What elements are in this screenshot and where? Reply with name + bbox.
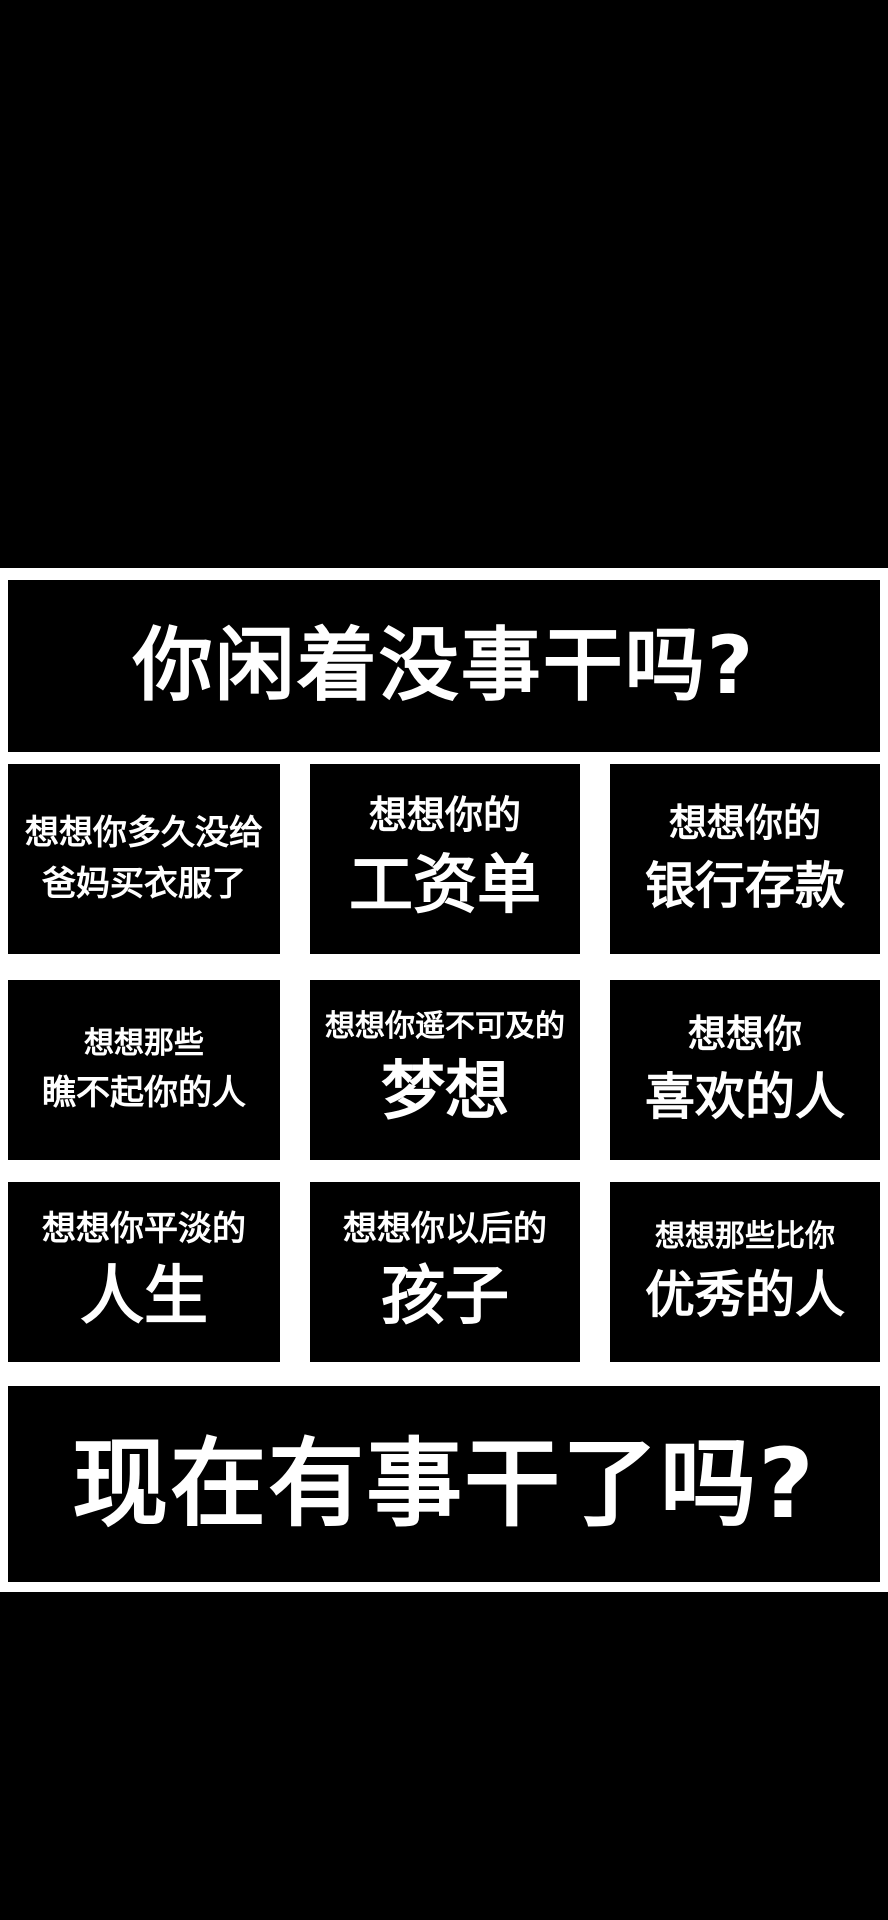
cell-line2: 银行存款 [645, 857, 845, 916]
cell-line2: 优秀的人 [645, 1265, 845, 1324]
footer-text: 现在有事干了吗? [72, 1428, 816, 1540]
cell-line2: 孩子 [381, 1259, 509, 1334]
cell-line1: 想想你多久没给 [25, 812, 263, 853]
poster-frame: 你闲着没事干吗? 想想你多久没给 爸妈买衣服了 想想你的 工资单 想想你的 银行… [0, 568, 888, 1592]
cell-line1: 想想你平淡的 [42, 1208, 246, 1249]
title-banner: 你闲着没事干吗? [8, 580, 880, 752]
cell-line1: 想想你以后的 [343, 1208, 547, 1249]
grid-cell-plain-life: 想想你平淡的 人生 [8, 1182, 280, 1362]
cell-line2: 工资单 [349, 849, 541, 924]
grid-cell-dream: 想想你遥不可及的 梦想 [310, 980, 580, 1160]
grid-cell-looked-down-on: 想想那些 瞧不起你的人 [8, 980, 280, 1160]
cell-line2: 人生 [80, 1259, 208, 1334]
cell-line1: 想想你的 [368, 793, 521, 838]
cell-line1: 想想那些比你 [655, 1219, 835, 1254]
grid-cell-bank-savings: 想想你的 银行存款 [610, 764, 880, 954]
cell-line1: 想想你的 [668, 801, 821, 846]
cell-line1: 想想你遥不可及的 [325, 1008, 565, 1044]
cell-line1: 想想你 [687, 1012, 802, 1057]
grid-cell-salary-slip: 想想你的 工资单 [310, 764, 580, 954]
title-text: 你闲着没事干吗? [132, 619, 756, 712]
grid-cell-loved-one: 想想你 喜欢的人 [610, 980, 880, 1160]
cell-line2: 瞧不起你的人 [42, 1072, 246, 1113]
cell-line2: 喜欢的人 [645, 1068, 845, 1127]
cell-line2: 梦想 [381, 1055, 509, 1130]
grid-cell-future-children: 想想你以后的 孩子 [310, 1182, 580, 1362]
grid-cell-better-people: 想想那些比你 优秀的人 [610, 1182, 880, 1362]
cell-line1: 想想那些 [84, 1026, 204, 1062]
footer-banner: 现在有事干了吗? [8, 1386, 880, 1582]
cell-line2: 爸妈买衣服了 [42, 864, 246, 904]
grid-cell-parents-clothes: 想想你多久没给 爸妈买衣服了 [8, 764, 280, 954]
